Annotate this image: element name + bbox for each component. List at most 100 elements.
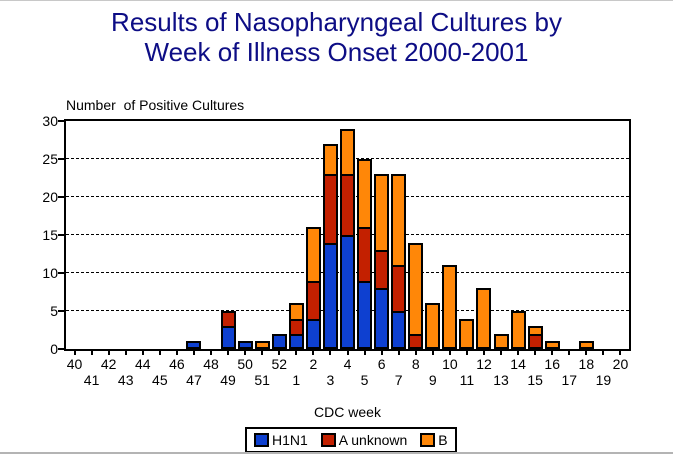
x-tick-mark [380,351,383,355]
x-tick-label: 40 [66,356,83,372]
x-tick-label: 41 [83,372,100,388]
bar-segment-b [442,265,458,349]
x-tick-mark [448,351,451,355]
bar-segment-a-unknown [340,174,355,237]
x-tick-mark [482,351,485,355]
x-axis-title: CDC week [314,404,381,420]
bar-segment-b [408,242,424,336]
bar-segment-b [357,159,373,230]
y-tick-label: 15 [42,227,58,243]
bar-segment-b [254,341,270,349]
bar-segment-h1n1 [340,235,355,349]
x-tick-mark [534,351,537,355]
bar-segment-h1n1 [186,341,202,349]
legend-label: H1N1 [272,432,308,448]
y-tick-mark [58,196,64,198]
x-tick-mark [295,351,298,355]
y-tick-label: 20 [42,189,58,205]
bar-segment-b [527,326,543,336]
bar-segment-b [544,341,560,349]
bar-segment-a-unknown [322,174,338,245]
bar-segment-b [340,128,355,177]
x-tick-mark [158,351,161,355]
x-tick-label: 8 [411,356,420,372]
x-tick-label: 45 [152,372,168,388]
x-tick-mark [312,351,315,355]
chart-title-line2: Week of Illness Onset 2000-2001 [144,37,529,67]
bar-segment-b [425,303,441,349]
x-tick-label: 17 [561,372,578,388]
x-tick-label: 3 [326,372,335,388]
y-axis-title: Number of Positive Cultures [66,97,245,113]
bar-segment-b [322,143,338,177]
x-tick-label: 1 [292,372,301,388]
legend: H1N1 A unknown B [245,427,457,452]
y-tick-label: 10 [42,265,58,281]
x-tick-mark [431,351,434,355]
x-tick-label: 52 [271,356,288,372]
chart-title: Results of Nasopharyngeal Cultures by We… [0,7,673,67]
x-tick-label: 13 [493,372,509,388]
bar-segment-h1n1 [391,311,407,349]
x-tick-label: 9 [428,372,437,388]
x-tick-mark [363,351,366,355]
x-tick-label: 11 [459,372,475,388]
x-tick-mark [192,351,195,355]
y-tick-mark [58,310,64,312]
x-tick-label: 10 [442,356,458,372]
legend-swatch-icon [320,433,336,447]
bar-segment-b [459,318,475,349]
x-tick-mark [500,351,503,355]
bar-segment-h1n1 [288,333,304,349]
bar-segment-b [493,333,509,349]
x-tick-mark [551,351,554,355]
x-tick-mark [227,351,230,355]
x-tick-label: 44 [134,356,151,372]
bar-segment-h1n1 [271,333,287,349]
x-tick-mark [141,351,144,355]
bar-segment-h1n1 [305,318,321,349]
x-tick-label: 14 [510,356,526,372]
y-tick-label: 0 [50,341,58,357]
bar-segment-h1n1 [322,242,338,349]
legend-swatch-icon [254,433,269,447]
x-tick-mark [346,351,349,355]
bar-segment-h1n1 [374,288,390,349]
legend-item-a-unknown: A unknown [320,433,407,447]
chart-title-line1: Results of Nasopharyngeal Cultures by [111,7,562,37]
x-tick-mark [517,351,520,355]
y-tick-mark [58,348,64,350]
x-tick-mark [602,351,605,355]
x-tick-label: 4 [343,356,352,372]
bar-segment-b [305,227,321,283]
x-tick-mark [329,351,332,355]
bar-segment-h1n1 [357,280,373,349]
bar-segment-a-unknown [305,280,321,321]
y-tick-label: 25 [42,151,58,167]
x-tick-label: 2 [309,356,318,372]
x-tick-mark [619,351,622,355]
x-tick-label: 43 [117,372,134,388]
bar-segment-a-unknown [374,250,390,291]
y-tick-label: 5 [50,303,58,319]
bar-segment-h1n1 [237,341,253,349]
x-tick-mark [175,351,178,355]
y-tick-mark [58,158,64,160]
bar-segment-b [374,174,390,253]
legend-label: B [438,432,448,448]
x-tick-mark [465,351,468,355]
x-tick-label: 19 [595,372,612,388]
x-tick-mark [124,351,127,355]
x-tick-mark [90,351,93,355]
bar-segment-a-unknown [357,227,373,283]
bar-segment-b [510,311,526,349]
bar-segment-b [391,174,407,268]
bar-segment-a-unknown [391,265,407,313]
x-tick-label: 47 [186,372,202,388]
x-tick-label: 20 [612,356,629,372]
bar-segment-a-unknown [408,333,424,349]
bar-segment-h1n1 [220,326,236,349]
y-tick-mark [58,234,64,236]
y-tick-mark [58,120,64,122]
